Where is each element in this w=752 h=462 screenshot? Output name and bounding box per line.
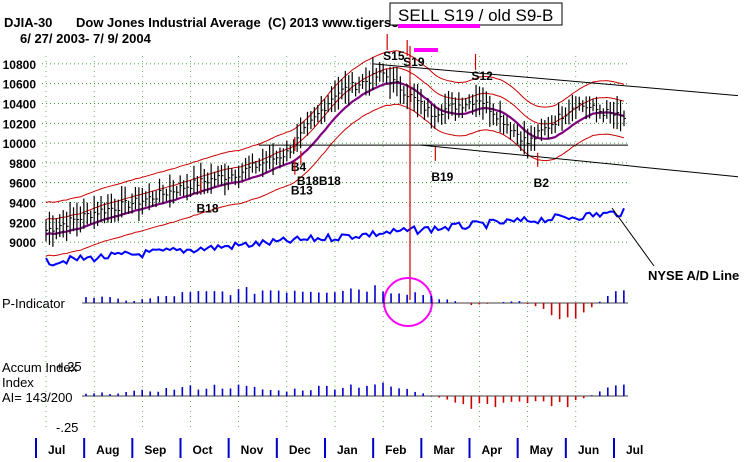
month-label: May (530, 443, 554, 457)
signal-label: B18B18 (297, 174, 341, 188)
accum-label-index: Index (2, 375, 34, 390)
lower-channel-line (421, 144, 739, 178)
signal-box-label: SELL S19 / old S9-B (398, 6, 553, 25)
ad-line-path (45, 207, 625, 267)
signal-label: B2 (534, 176, 550, 190)
y-tick-label: 10000 (3, 137, 37, 151)
s19-highlight (383, 46, 438, 327)
upper-channel-line (373, 63, 739, 97)
s19-circle (383, 277, 433, 327)
month-label: Feb (385, 443, 406, 457)
month-label: Jul (48, 443, 65, 457)
month-label: Aug (96, 443, 119, 457)
y-tick-label: 10200 (3, 117, 37, 131)
accum-tick-bottom: -.25 (56, 420, 78, 435)
price-grid (42, 56, 628, 430)
price-trendlines (258, 63, 739, 178)
month-label: Dec (289, 443, 311, 457)
month-axis: Jul Aug Sep Oct Nov Dec Jan Feb Mar Apr May Jun Jul (35, 438, 643, 458)
month-label: Oct (193, 443, 213, 457)
signal-box: SELL S19 / old S9-B (389, 2, 563, 28)
accum-subtitle: AI= 143/200 (2, 390, 72, 405)
signal-label: S19 (403, 55, 425, 69)
y-tick-label: 9200 (9, 216, 36, 230)
month-label: Apr (482, 443, 503, 457)
symbol-title: DJIA-30 (4, 15, 52, 30)
signal-label: S15 (383, 49, 405, 63)
signal-label: B4 (291, 160, 307, 174)
y-tick-label: 10400 (3, 98, 37, 112)
y-tick-label: 9600 (9, 177, 36, 191)
accum-index-panel (82, 382, 628, 409)
accum-title: Accum Index (2, 360, 78, 375)
month-label: Mar (433, 443, 455, 457)
month-label: Sep (144, 443, 166, 457)
ad-line (45, 207, 625, 267)
p-indicator-title: P-Indicator (2, 296, 66, 311)
ad-line-label: NYSE A/D Line (648, 268, 739, 283)
price-y-axis: 9000 9200 9400 9600 9800 10000 10200 10400 10600… (3, 58, 37, 250)
ad-line-pointer (611, 207, 655, 267)
accum-tick-top: +.25 (56, 359, 82, 374)
index-name-title: Dow Jones Industrial Average (76, 15, 261, 30)
month-label: Nov (241, 443, 264, 457)
s19-underline (414, 48, 438, 52)
p-indicator-panel (82, 285, 628, 320)
y-tick-label: 10600 (3, 78, 37, 92)
y-tick-label: 10800 (3, 58, 37, 72)
month-label: Jun (578, 443, 599, 457)
signal-label: B19 (431, 170, 453, 184)
month-label: Jul (626, 443, 643, 457)
y-tick-label: 9000 (9, 236, 36, 250)
date-range: 6/ 27/ 2003- 7/ 9/ 2004 (20, 31, 152, 46)
signal-label: B13 (291, 184, 313, 198)
month-label: Jan (337, 443, 358, 457)
signal-box-underline (398, 24, 480, 28)
y-tick-label: 9400 (9, 197, 36, 211)
ad-line-annotation: NYSE A/D Line (611, 207, 739, 283)
signal-label: S12 (472, 69, 494, 83)
y-tick-label: 9800 (9, 157, 36, 171)
price-bars (45, 57, 626, 247)
signal-label: B18 (197, 202, 219, 216)
